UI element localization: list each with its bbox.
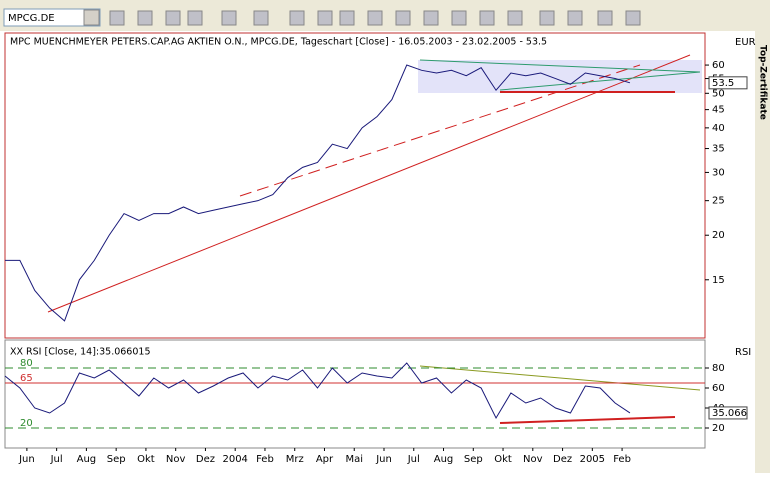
x-tick-label: Sep: [107, 454, 126, 465]
trend-lines: [47, 54, 701, 424]
x-tick-label: Sep: [464, 454, 483, 465]
x-tick-label: Jun: [18, 454, 35, 465]
toolbar: [0, 0, 770, 31]
range-box: [418, 60, 702, 93]
x-tick-label: Aug: [434, 454, 454, 465]
x-tick-label: Mai: [345, 454, 363, 465]
rsi-panel: [4, 339, 706, 449]
y-tick-label: 35: [712, 144, 725, 155]
x-tick-label: Jul: [50, 454, 63, 465]
side-tab-label: Top-Zertifikate: [758, 45, 768, 120]
level-label: 65: [20, 373, 33, 384]
x-tick-label: Feb: [613, 454, 631, 465]
symbol-box[interactable]: [3, 8, 101, 27]
y-tick-label: 45: [712, 105, 725, 116]
x-tick-label: Jun: [375, 454, 392, 465]
last-value-label: 53.5: [712, 78, 734, 89]
side-tab[interactable]: [755, 31, 770, 473]
series-line: [5, 64, 631, 322]
toolbar-icons: [109, 10, 641, 26]
y-tick-label: 40: [712, 123, 725, 134]
x-tick-label: Nov: [523, 454, 543, 465]
x-tick-label: Feb: [256, 454, 274, 465]
axis-unit: EUR: [735, 37, 756, 48]
x-tick-label: Apr: [316, 454, 334, 465]
panel-title: MPC MUENCHMEYER PETERS.CAP.AG AKTIEN O.N…: [10, 37, 547, 48]
panel-title: XX RSI [Close, 14]:35.066015: [10, 347, 150, 358]
x-tick-label: Mrz: [286, 454, 304, 465]
y-tick-label: 30: [712, 167, 725, 178]
series-line: [4, 362, 631, 420]
x-tick-label: Okt: [494, 454, 512, 465]
level-label: 80: [20, 358, 33, 369]
axis-unit: RSI: [735, 347, 751, 358]
x-tick-label: 2004: [222, 454, 247, 465]
x-tick-label: Dez: [553, 454, 572, 465]
last-value-label: 35.066: [712, 408, 747, 419]
dropdown-button[interactable]: [83, 9, 100, 26]
symbol: MPCG.DE: [8, 13, 55, 24]
x-tick-label: Jul: [407, 454, 420, 465]
x-tick-label: 2005: [580, 454, 605, 465]
y-tick-label: 50: [712, 88, 725, 99]
y-tick-label: 20: [712, 230, 725, 241]
y-tick-label: 20: [712, 423, 725, 434]
level-label: 20: [20, 418, 33, 429]
y-tick-label: 60: [712, 60, 725, 71]
x-tick-label: Okt: [137, 454, 155, 465]
x-tick-label: Nov: [166, 454, 186, 465]
y-tick-label: 15: [712, 275, 725, 286]
y-tick-label: 80: [712, 363, 725, 374]
y-tick-label: 60: [712, 383, 725, 394]
last-value-box: [708, 76, 748, 90]
y-tick-label: 25: [712, 196, 725, 207]
x-tick-label: Dez: [196, 454, 215, 465]
last-value-box: [708, 406, 748, 420]
x-tick-label: Aug: [77, 454, 97, 465]
